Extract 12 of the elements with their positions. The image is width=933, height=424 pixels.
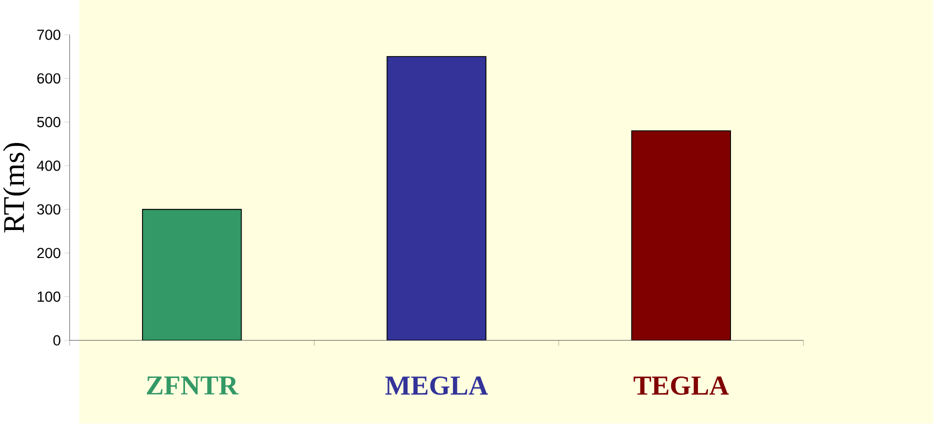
y-tick-label: 400: [36, 160, 60, 172]
y-tick-label: 100: [38, 292, 60, 302]
y-tick-label: 200: [37, 248, 60, 258]
x-tick-label: MEGLA: [385, 376, 488, 396]
y-axis-title: RT(ms): [3, 143, 30, 233]
y-tick-label: 700: [37, 30, 60, 40]
y-tick-label: 0: [53, 335, 60, 346]
y-tick-label: 500: [37, 117, 60, 128]
y-tick-label: 300: [37, 204, 60, 215]
x-tick-label: ZFNTR: [146, 376, 238, 395]
x-tick-label: TEGLA: [634, 376, 729, 396]
y-tick-label: 600: [37, 73, 60, 84]
